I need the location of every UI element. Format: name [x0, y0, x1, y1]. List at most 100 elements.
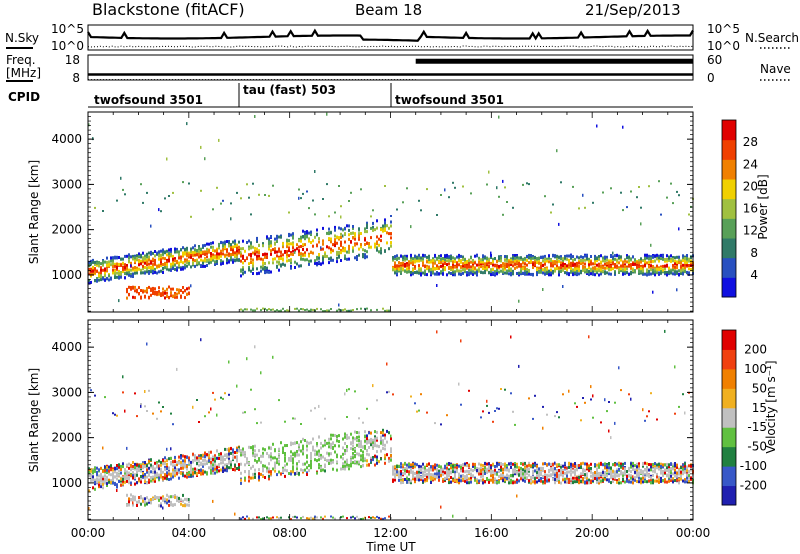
range-gate-cell: [284, 468, 286, 472]
range-gate-cell: [440, 194, 442, 196]
range-gate-cell: [198, 255, 200, 259]
range-gate-cell: [580, 269, 582, 273]
range-gate-cell: [540, 255, 542, 259]
range-gate-cell: [182, 252, 184, 256]
range-gate-cell: [196, 458, 198, 462]
range-gate-cell: [640, 257, 642, 261]
range-gate-cell: [370, 215, 372, 218]
range-gate-cell: [320, 441, 322, 445]
range-gate-cell: [570, 264, 572, 268]
range-gate-cell: [166, 493, 168, 497]
range-gate-cell: [492, 260, 494, 264]
range-gate-cell: [178, 256, 180, 260]
range-gate-cell: [622, 264, 624, 268]
range-gate-cell: [464, 470, 466, 474]
range-gate-cell: [132, 266, 134, 270]
range-gate-cell: [322, 198, 324, 200]
range-gate-cell: [258, 475, 260, 479]
range-gate-cell: [486, 266, 488, 270]
range-gate-cell: [276, 264, 278, 268]
range-gate-cell: [566, 268, 568, 272]
range-gate-cell: [388, 309, 390, 312]
range-gate-cell: [366, 437, 368, 441]
range-gate-cell: [184, 289, 186, 293]
range-gate-cell: [610, 259, 612, 263]
range-gate-cell: [116, 199, 118, 202]
range-gate-cell: [400, 262, 402, 265]
range-gate-cell: [520, 264, 522, 268]
range-gate-cell: [620, 269, 622, 273]
range-gate-cell: [330, 308, 332, 310]
range-gate-cell: [384, 517, 386, 520]
range-gate-cell: [322, 258, 324, 262]
range-gate-cell: [486, 399, 488, 403]
range-gate-cell: [484, 462, 486, 465]
range-gate-cell: [374, 463, 376, 467]
range-gate-cell: [324, 515, 326, 518]
range-gate-cell: [122, 257, 124, 261]
range-gate-cell: [308, 207, 310, 210]
range-gate-cell: [476, 272, 478, 276]
range-gate-cell: [266, 270, 268, 274]
range-gate-cell: [94, 279, 96, 283]
range-gate-cell: [504, 262, 506, 266]
range-gate-cell: [316, 228, 318, 232]
range-gate-cell: [136, 502, 138, 505]
range-gate-cell: [626, 254, 628, 258]
range-gate-cell: [450, 272, 452, 275]
nsearch-tick-bottom: 10^0: [707, 39, 740, 53]
range-gate-cell: [554, 260, 556, 264]
range-gate-cell: [160, 504, 162, 508]
range-gate-cell: [538, 261, 540, 265]
range-gate-cell: [210, 460, 212, 464]
range-gate-cell: [330, 237, 332, 241]
range-gate-cell: [144, 473, 146, 476]
range-gate-cell: [458, 269, 460, 273]
range-gate-cell: [448, 262, 450, 266]
range-gate-cell: [162, 477, 164, 481]
range-gate-cell: [164, 289, 166, 293]
range-gate-cell: [526, 269, 528, 273]
range-gate-cell: [564, 265, 566, 268]
range-gate-cell: [410, 256, 412, 260]
range-gate-cell: [134, 476, 136, 479]
range-gate-cell: [240, 269, 242, 273]
range-gate-cell: [312, 199, 314, 202]
range-gate-cell: [434, 259, 436, 263]
range-gate-cell: [548, 270, 550, 273]
colorbar-tick-label: 24: [743, 157, 758, 171]
range-gate-cell: [116, 477, 118, 481]
range-gate-cell: [182, 462, 184, 466]
range-gate-cell: [152, 464, 154, 468]
range-gate-cell: [528, 183, 530, 186]
range-gate-cell: [562, 285, 564, 288]
range-gate-cell: [666, 257, 668, 261]
range-gate-cell: [268, 477, 270, 481]
range-gate-cell: [354, 237, 356, 241]
range-gate-cell: [122, 267, 124, 271]
range-gate-cell: [426, 260, 428, 264]
range-gate-cell: [148, 459, 150, 463]
range-gate-cell: [638, 261, 640, 265]
range-gate-cell: [676, 255, 678, 259]
range-gate-cell: [436, 271, 438, 275]
range-gate-cell: [288, 211, 290, 214]
range-gate-cell: [204, 455, 206, 459]
range-gate-cell: [112, 476, 114, 480]
range-gate-cell: [170, 265, 172, 269]
range-gate-cell: [170, 294, 172, 298]
nave-tick-top: 60: [707, 53, 722, 67]
range-gate-cell: [266, 452, 268, 455]
range-gate-cell: [232, 245, 234, 249]
range-gate-cell: [116, 266, 118, 270]
range-gate-cell: [378, 516, 380, 519]
range-gate-cell: [200, 247, 202, 251]
range-gate-cell: [316, 255, 318, 259]
range-gate-cell: [266, 235, 268, 239]
range-gate-cell: [160, 255, 162, 259]
range-gate-cell: [388, 226, 390, 230]
range-gate-cell: [158, 476, 160, 480]
range-gate-cell: [358, 517, 360, 520]
range-gate-cell: [92, 258, 94, 262]
range-gate-cell: [224, 463, 226, 467]
